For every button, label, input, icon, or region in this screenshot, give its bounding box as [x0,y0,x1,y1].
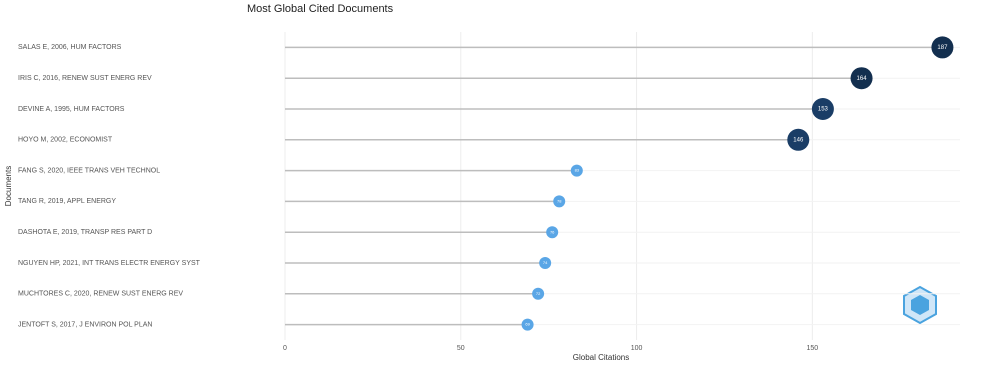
y-tick-label: FANG S, 2020, IEEE TRANS VEH TECHNOL [18,167,160,174]
dot [539,257,552,269]
y-tick-label: DASHOTA E, 2019, TRANSP RES PART D [18,229,152,236]
y-tick-label: JENTOFT S, 2017, J ENVIRON POL PLAN [18,321,152,328]
value-label: 153 [818,107,829,113]
x-tick-label: 150 [807,345,819,352]
y-tick-label: TANG R, 2019, APPL ENERGY [18,198,116,205]
x-tick-label: 0 [283,345,287,352]
dot [787,128,810,151]
y-tick-label: IRIS C, 2016, RENEW SUST ENERG REV [18,75,152,82]
value-label: 78 [557,198,562,203]
dot [850,67,873,90]
dot [553,195,566,208]
value-label: 74 [543,260,548,265]
y-tick-label: HOYO M, 2002, ECONOMIST [18,137,113,144]
dot [532,287,545,300]
y-tick-label: SALAS E, 2006, HUM FACTORS [18,44,122,51]
value-label: 83 [575,168,580,173]
y-tick-label: MUCHTORES C, 2020, RENEW SUST ENERG REV [18,291,183,298]
x-axis-title: Global Citations [573,353,629,362]
value-label: 187 [937,45,948,51]
dot [931,36,954,59]
chart-title: Most Global Cited Documents [247,3,394,15]
x-tick-label: 50 [457,345,465,352]
x-tick-label: 100 [631,345,643,352]
dot [521,318,534,331]
dot [570,164,583,177]
value-label: 76 [550,229,555,234]
y-tick-label: NGUYEN HP, 2021, INT TRANS ELECTR ENERGY… [18,260,201,267]
dot [811,98,834,120]
y-tick-label: DEVINE A, 1995, HUM FACTORS [18,106,125,113]
value-label: 69 [525,322,530,327]
logo [903,285,937,325]
y-axis-title: Documents [4,166,13,206]
value-label: 164 [857,76,868,82]
dot [546,226,559,239]
value-label: 146 [793,137,804,143]
value-label: 72 [536,291,541,296]
